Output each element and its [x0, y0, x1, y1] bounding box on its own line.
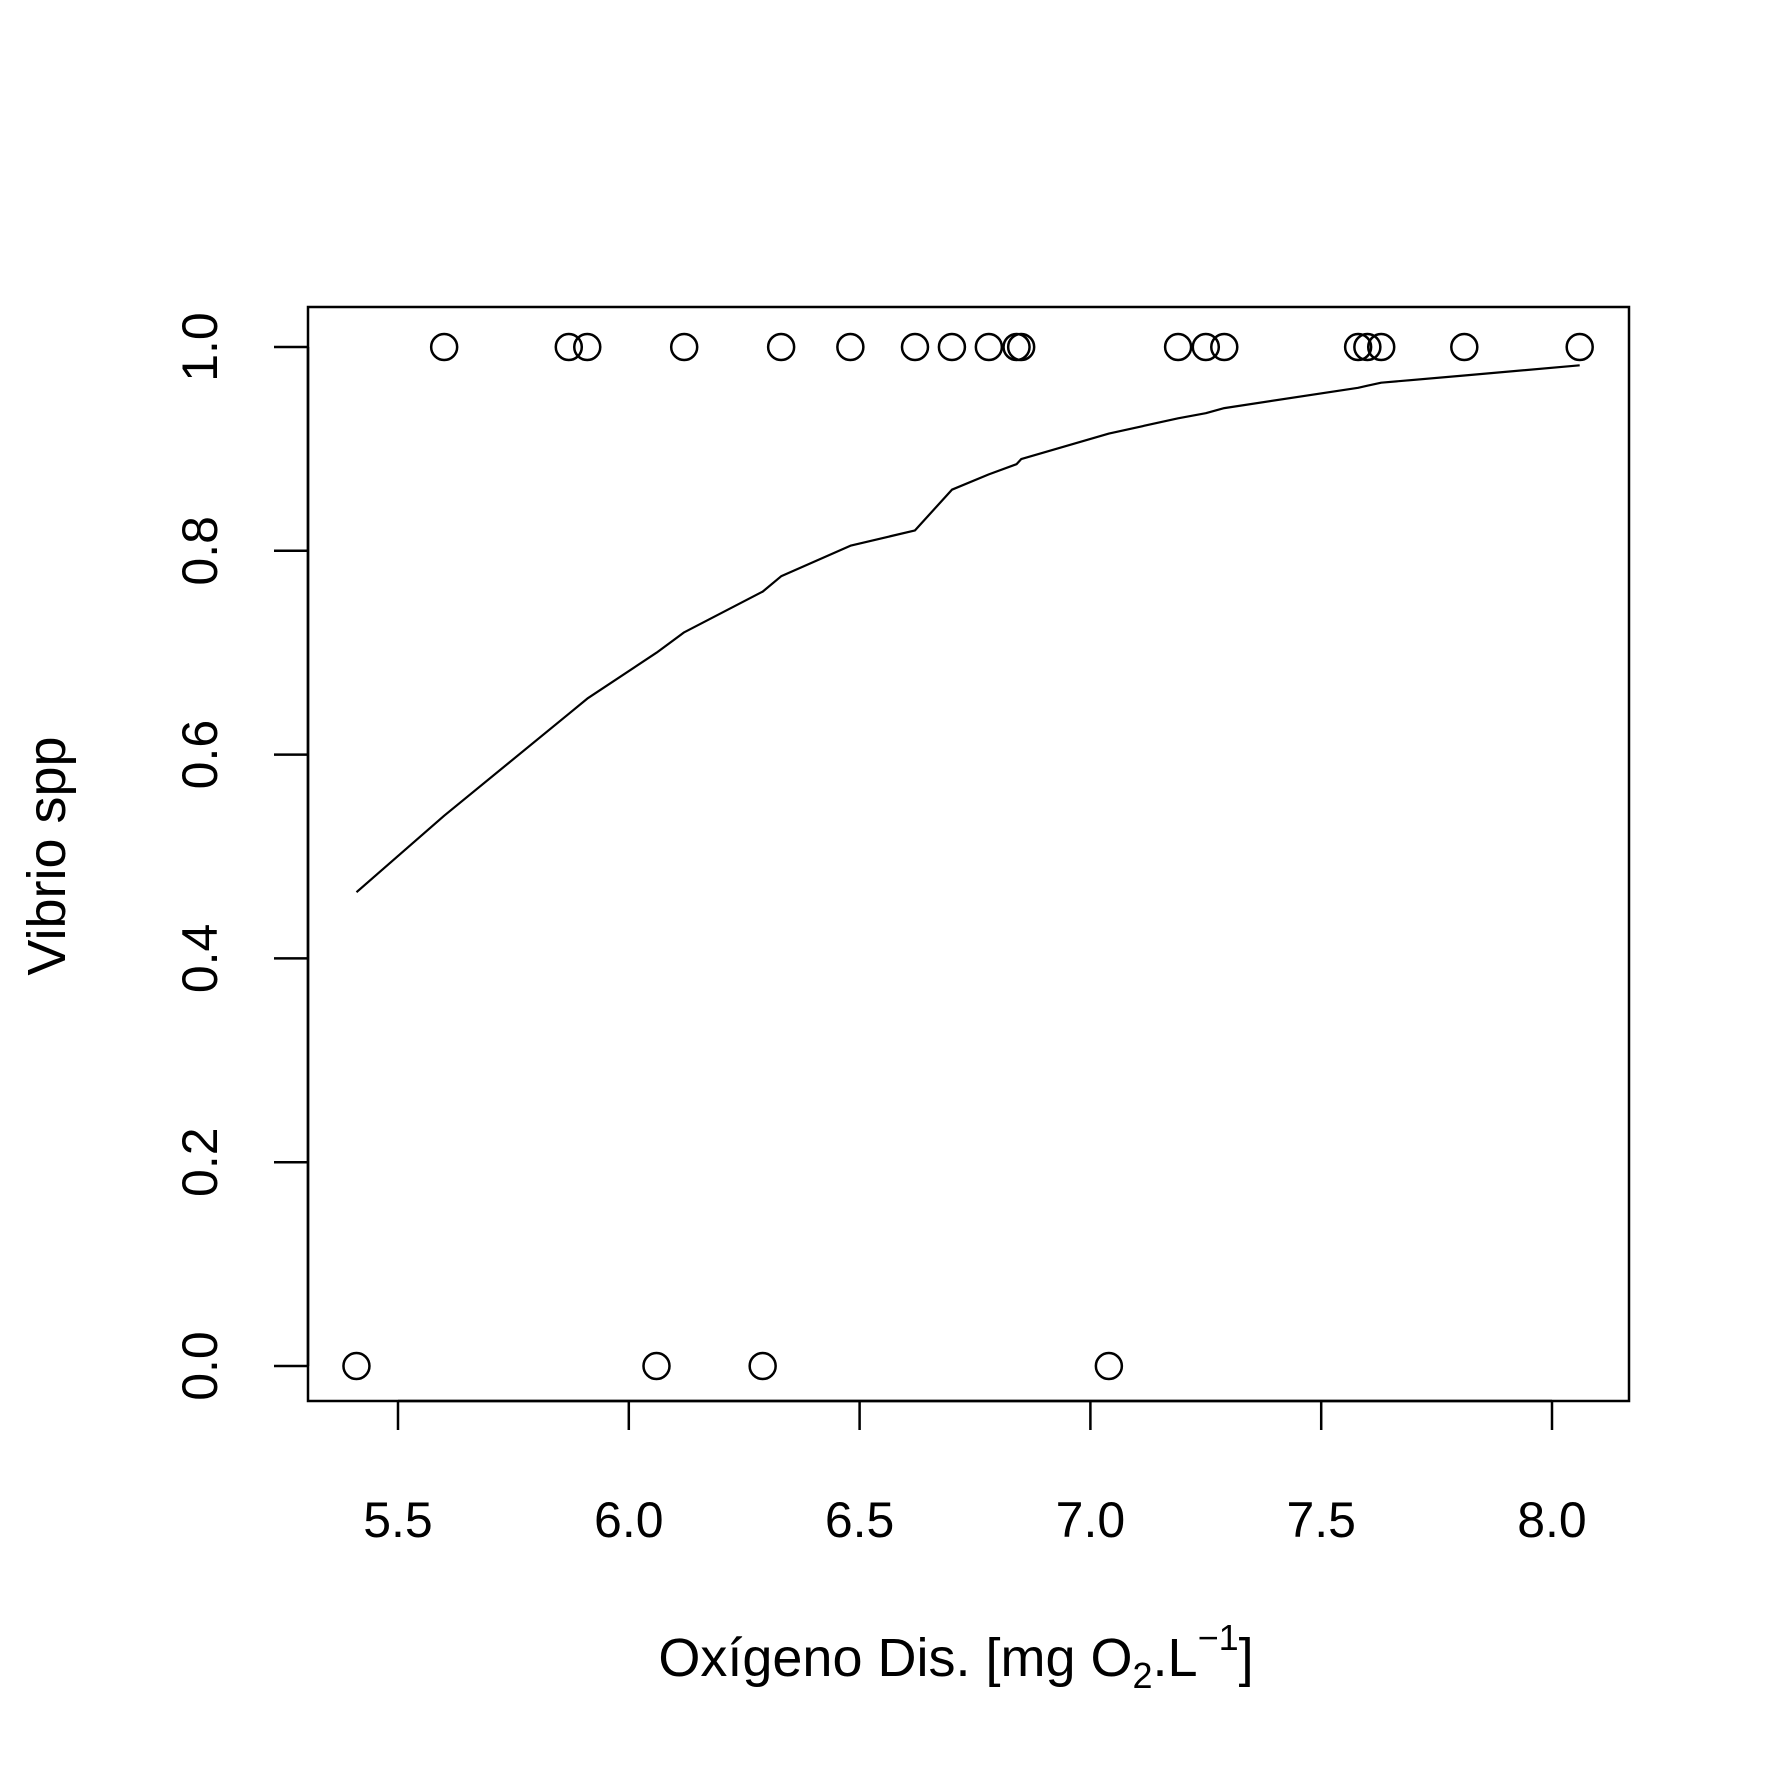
fitted-line: [355, 364, 1580, 894]
x-tick-label: 8.0: [1517, 1492, 1587, 1548]
x-tick-label: 7.5: [1286, 1492, 1356, 1548]
data-point: [836, 332, 865, 362]
fitted-curve: [355, 364, 1580, 894]
data-point: [1343, 332, 1373, 362]
data-point: [1210, 332, 1239, 362]
data-point: [1006, 332, 1036, 362]
y-tick-label: 0.0: [172, 1331, 228, 1401]
data-point: [1163, 332, 1193, 362]
x-axis: 5.5 6.0 6.5 7.0 7.5 8.0: [363, 1399, 1587, 1548]
data-point: [429, 332, 459, 362]
data-point: [766, 332, 796, 362]
x-tick-label: 6.0: [594, 1492, 664, 1548]
data-point: [669, 332, 699, 362]
data-point: [900, 332, 930, 362]
x-axis-title: Oxígeno Dis. [mg O2.L−1]: [658, 1617, 1253, 1696]
y-axis-title: Vibrio spp: [17, 736, 77, 975]
data-point: [974, 332, 1004, 362]
x-tick-label: 6.5: [825, 1492, 895, 1548]
data-point: [1450, 332, 1479, 362]
data-point: [554, 332, 584, 362]
x-tick-label: 7.0: [1056, 1492, 1126, 1548]
data-point: [1191, 332, 1221, 362]
x-tick-label: 5.5: [363, 1492, 433, 1548]
y-tick-label: 0.2: [172, 1127, 228, 1197]
y-axis: 0.0 0.2 0.4 0.6 0.8 1.0: [172, 312, 310, 1401]
data-point: [1353, 332, 1382, 362]
data-point: [573, 332, 602, 362]
y-tick-label: 0.8: [172, 516, 228, 586]
y-tick-label: 0.6: [172, 720, 228, 790]
y-tick-label: 1.0: [172, 312, 228, 382]
data-point: [342, 1351, 371, 1381]
data-point: [1094, 1351, 1124, 1381]
data-point: [748, 1351, 777, 1381]
data-point: [1565, 332, 1594, 362]
plot-box: [306, 305, 1631, 1403]
data-point: [642, 1351, 671, 1381]
data-point: [937, 332, 967, 362]
y-tick-label: 0.4: [172, 924, 228, 994]
data-point: [1366, 332, 1396, 362]
observations: [342, 332, 1594, 1381]
